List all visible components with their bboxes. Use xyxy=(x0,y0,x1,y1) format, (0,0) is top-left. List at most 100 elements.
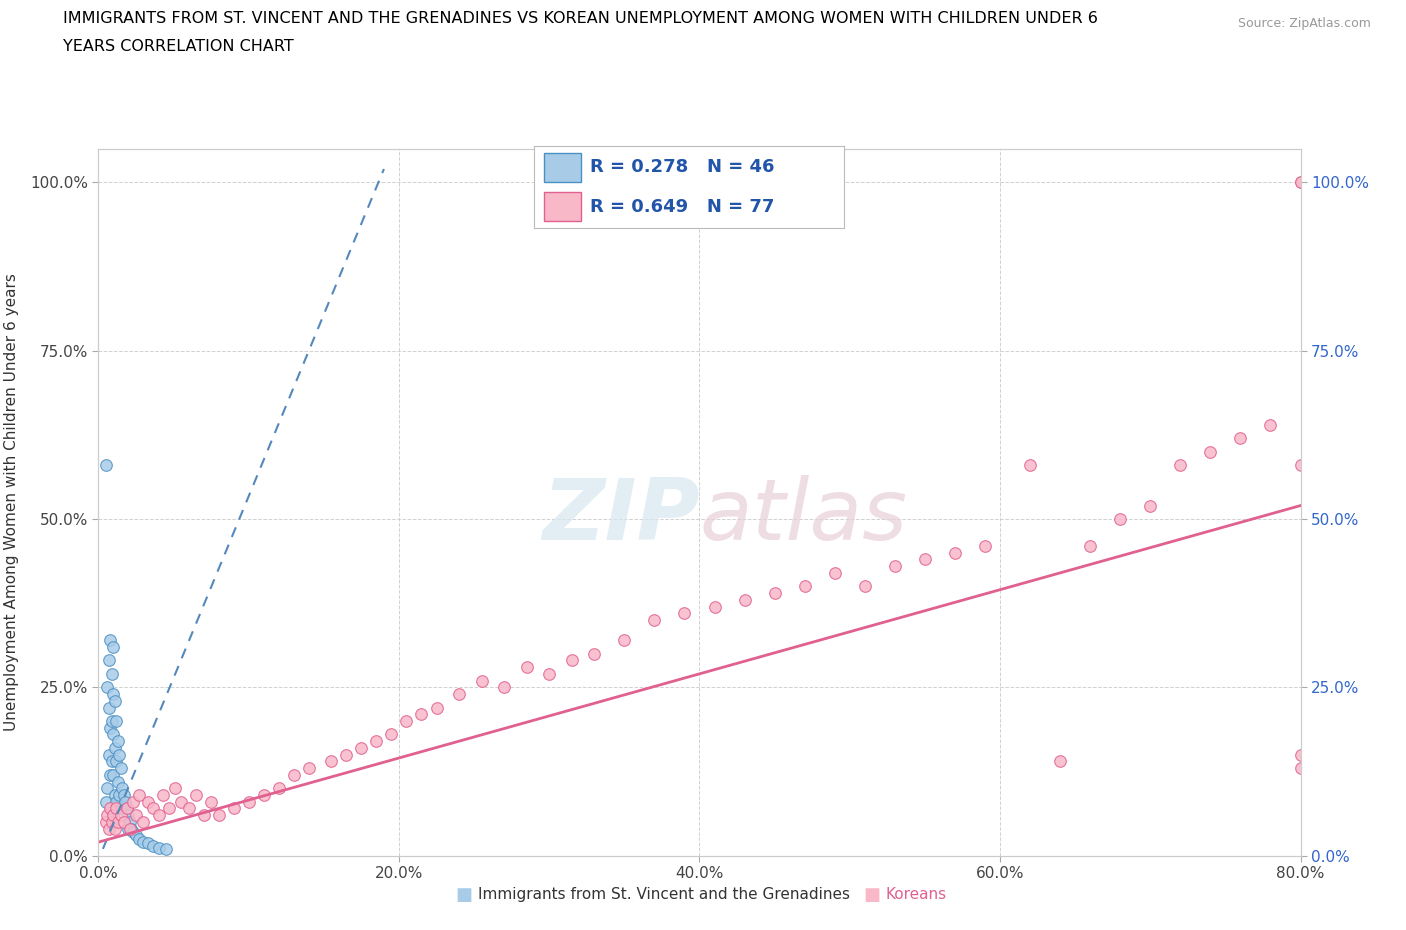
Point xyxy=(128,831,150,846)
Point xyxy=(366,734,388,749)
Point xyxy=(1260,418,1282,432)
Point xyxy=(136,794,159,809)
Point xyxy=(103,767,125,782)
Point xyxy=(1019,458,1042,472)
Point xyxy=(103,808,125,823)
Point xyxy=(105,754,128,769)
Text: ■: ■ xyxy=(863,885,880,904)
Point xyxy=(152,788,174,803)
Point xyxy=(94,815,117,830)
Point xyxy=(111,781,134,796)
Point xyxy=(793,578,815,593)
Point xyxy=(118,815,141,830)
Point xyxy=(97,700,120,715)
Point xyxy=(103,640,125,655)
Point xyxy=(117,821,139,836)
Text: R = 0.649   N = 77: R = 0.649 N = 77 xyxy=(591,197,775,216)
Point xyxy=(238,794,260,809)
Point xyxy=(97,821,120,836)
Point xyxy=(96,808,118,823)
Point xyxy=(1049,754,1071,769)
Point xyxy=(101,754,124,769)
Point xyxy=(673,605,696,620)
Point xyxy=(112,788,135,803)
Point xyxy=(125,808,148,823)
Point xyxy=(1289,175,1312,190)
Point xyxy=(1139,498,1161,513)
Point xyxy=(208,808,231,823)
Point xyxy=(110,761,132,776)
Point xyxy=(1289,761,1312,776)
Point xyxy=(267,781,290,796)
Point xyxy=(165,781,187,796)
Text: atlas: atlas xyxy=(700,475,907,558)
Point xyxy=(298,761,321,776)
Point xyxy=(516,659,538,674)
Bar xyxy=(544,192,581,221)
Point xyxy=(97,653,120,668)
Point xyxy=(96,680,118,695)
Point xyxy=(107,734,129,749)
Point xyxy=(148,808,170,823)
Point xyxy=(97,747,120,762)
Point xyxy=(703,599,725,614)
Point xyxy=(103,686,125,701)
Point xyxy=(148,840,170,855)
Point xyxy=(1289,458,1312,472)
Point xyxy=(253,788,276,803)
Point xyxy=(132,835,155,850)
Point xyxy=(643,613,665,628)
Point xyxy=(121,821,143,836)
Point xyxy=(104,694,127,709)
Point xyxy=(1078,538,1101,553)
Point xyxy=(321,754,343,769)
Point xyxy=(1170,458,1192,472)
Point xyxy=(108,747,131,762)
Point xyxy=(107,774,129,789)
Point xyxy=(471,673,494,688)
Point xyxy=(914,552,936,567)
Point xyxy=(122,825,145,840)
Point xyxy=(380,727,402,742)
Point xyxy=(170,794,193,809)
Point xyxy=(110,801,132,816)
Point xyxy=(112,815,135,830)
Point xyxy=(108,788,131,803)
Point xyxy=(943,545,966,560)
Point xyxy=(425,700,447,715)
Point xyxy=(94,794,117,809)
Point xyxy=(613,632,636,647)
Point xyxy=(105,801,128,816)
Point xyxy=(395,713,418,728)
Point xyxy=(104,788,127,803)
Point xyxy=(117,808,139,823)
Point xyxy=(853,578,876,593)
Point xyxy=(110,808,132,823)
Point xyxy=(114,794,136,809)
Text: YEARS CORRELATION CHART: YEARS CORRELATION CHART xyxy=(63,39,294,54)
Point xyxy=(763,586,786,601)
Text: R = 0.278   N = 46: R = 0.278 N = 46 xyxy=(591,158,775,177)
Point xyxy=(1109,512,1132,526)
Point xyxy=(734,592,756,607)
Point xyxy=(94,458,117,472)
Point xyxy=(105,794,128,809)
Point xyxy=(1199,445,1222,459)
Point xyxy=(193,808,215,823)
Point xyxy=(494,680,516,695)
Point xyxy=(974,538,997,553)
Text: Immigrants from St. Vincent and the Grenadines: Immigrants from St. Vincent and the Gren… xyxy=(478,887,851,902)
Point xyxy=(1229,431,1251,445)
Point xyxy=(200,794,222,809)
Point xyxy=(100,632,122,647)
Point xyxy=(141,838,163,853)
Point xyxy=(103,808,125,823)
Point xyxy=(157,801,180,816)
Text: ZIP: ZIP xyxy=(541,475,700,558)
Point xyxy=(100,767,122,782)
Point xyxy=(100,720,122,735)
Point xyxy=(104,821,127,836)
Text: Source: ZipAtlas.com: Source: ZipAtlas.com xyxy=(1237,17,1371,30)
Point xyxy=(101,815,124,830)
Point xyxy=(335,747,357,762)
